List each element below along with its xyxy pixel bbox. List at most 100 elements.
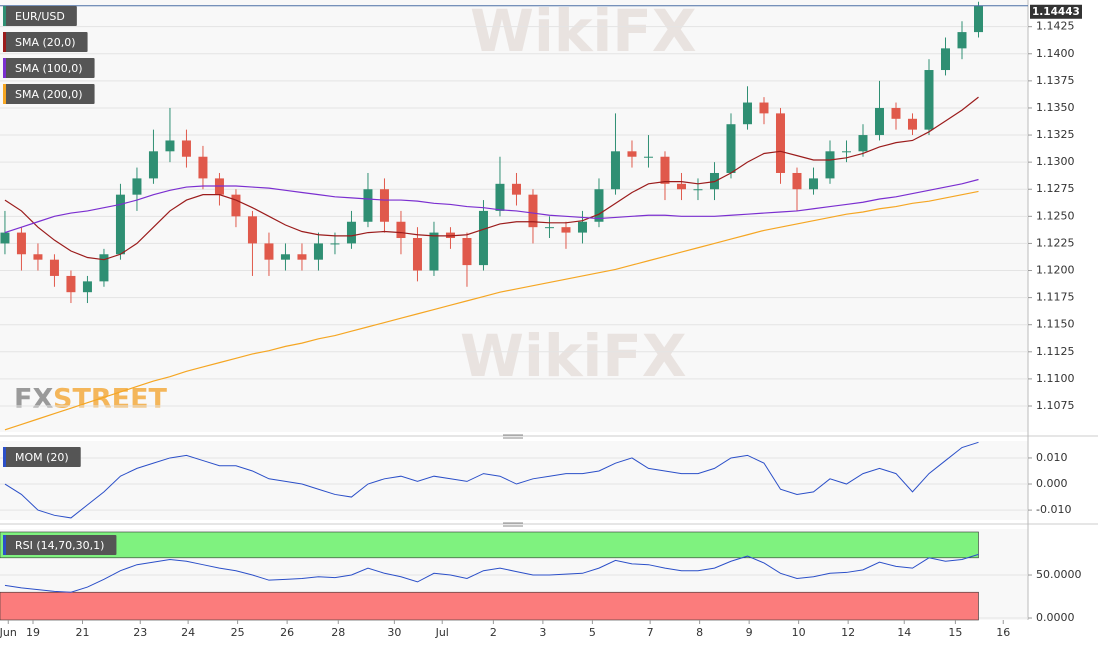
candle-body (346, 221, 356, 244)
y-tick-label: 1.1075 (1036, 399, 1075, 412)
candle-body (379, 189, 389, 222)
candle-body (841, 151, 851, 153)
candle-body (462, 238, 472, 266)
y-tick-label: 0.010 (1036, 451, 1068, 464)
legend-swatch (3, 447, 6, 467)
oversold-band (0, 591, 979, 621)
indicator-line (4, 190, 979, 431)
x-tick-label: Jul (435, 626, 449, 639)
candle-body (363, 189, 373, 222)
y-tick-label: 0.0000 (1036, 611, 1075, 624)
candle-body (693, 189, 703, 191)
x-tick-label: 23 (133, 626, 147, 639)
candle-body (148, 151, 158, 179)
watermark: WikiFX (460, 322, 687, 390)
indicator-line (4, 96, 979, 261)
legend-swatch (3, 84, 6, 104)
candle-body (33, 254, 43, 260)
y-tick-label: 1.1100 (1036, 372, 1075, 385)
legend-box (3, 447, 81, 467)
legend-item: EUR/USD (3, 6, 77, 26)
watermark: WikiFX (470, 0, 697, 65)
candle-body (247, 216, 257, 244)
x-tick-label: 30 (387, 626, 401, 639)
candle-body (313, 243, 323, 260)
x-tick-label: 26 (280, 626, 294, 639)
candle-body (891, 107, 901, 119)
x-tick-label: Jun (0, 626, 17, 639)
legend-label: SMA (200,0) (15, 88, 83, 101)
x-tick-label: 25 (231, 626, 245, 639)
candle-body (511, 183, 521, 195)
x-tick-label: 2 (490, 626, 497, 639)
candle-body (742, 102, 752, 125)
legend-swatch (3, 6, 6, 26)
y-tick-label: 1.1300 (1036, 155, 1075, 168)
candle-body (792, 172, 802, 190)
candle-body (924, 70, 934, 130)
candle-body (280, 254, 290, 260)
legend-label: SMA (20,0) (15, 36, 76, 49)
y-tick-label: 1.1350 (1036, 101, 1075, 114)
y-tick-label: 1.1175 (1036, 291, 1075, 304)
legend-item: SMA (200,0) (3, 84, 95, 104)
y-tick-label: 0.000 (1036, 477, 1068, 490)
candle-body (330, 243, 340, 245)
legend-box (3, 84, 95, 104)
y-tick-label: 50.0000 (1036, 568, 1082, 581)
candle-body (643, 156, 653, 158)
y-tick-label: 1.1200 (1036, 264, 1075, 277)
candle-body (478, 210, 488, 266)
candle-body (957, 32, 967, 49)
mom-panel (0, 441, 1028, 520)
legend-label: SMA (100,0) (15, 62, 83, 75)
x-tick-label: 12 (841, 626, 855, 639)
indicator-line (4, 553, 979, 593)
legend-box (3, 6, 77, 26)
candle-body (181, 140, 191, 157)
x-tick-label: 5 (589, 626, 596, 639)
logo-street: STREET (53, 384, 168, 415)
x-tick-label: 10 (792, 626, 806, 639)
indicator-line (4, 178, 979, 234)
candle-body (396, 221, 406, 239)
indicator-line (4, 441, 979, 519)
legend-label: EUR/USD (15, 10, 65, 23)
legend-box (3, 58, 95, 78)
candle-body (429, 232, 439, 271)
candle-body (610, 151, 620, 190)
candle-body (627, 151, 637, 157)
x-tick-label: 24 (181, 626, 195, 639)
candle-body (132, 178, 142, 195)
legend-box (3, 535, 117, 555)
candle-body (16, 232, 26, 255)
last-price-box (1030, 4, 1082, 19)
y-tick-label: -0.010 (1036, 503, 1071, 516)
candle-body (594, 189, 604, 222)
candle-body (528, 194, 538, 228)
candle-body (660, 156, 670, 184)
x-tick-label: 21 (76, 626, 90, 639)
candle-body (940, 48, 950, 71)
x-tick-label: 19 (26, 626, 40, 639)
legend-swatch (3, 32, 6, 52)
candle-body (115, 194, 125, 255)
y-tick-label: 1.1125 (1036, 345, 1075, 358)
candle-body (0, 232, 10, 244)
candle-body (297, 254, 307, 260)
y-tick-label: 1.1225 (1036, 236, 1075, 249)
resize-grip[interactable] (503, 434, 523, 527)
legend-label: MOM (20) (15, 451, 69, 464)
candle-body (676, 183, 686, 190)
legend-item: SMA (100,0) (3, 58, 95, 78)
legend-item: RSI (14,70,30,1) (3, 535, 117, 555)
legend-swatch (3, 535, 6, 555)
candle-body (264, 243, 274, 260)
legend-label: RSI (14,70,30,1) (15, 539, 104, 552)
candle-body (165, 140, 175, 152)
legend-item: MOM (20) (3, 447, 81, 467)
logo-fx: FX (14, 384, 53, 415)
legend-item: SMA (20,0) (3, 32, 88, 52)
y-tick-label: 1.1150 (1036, 318, 1075, 331)
